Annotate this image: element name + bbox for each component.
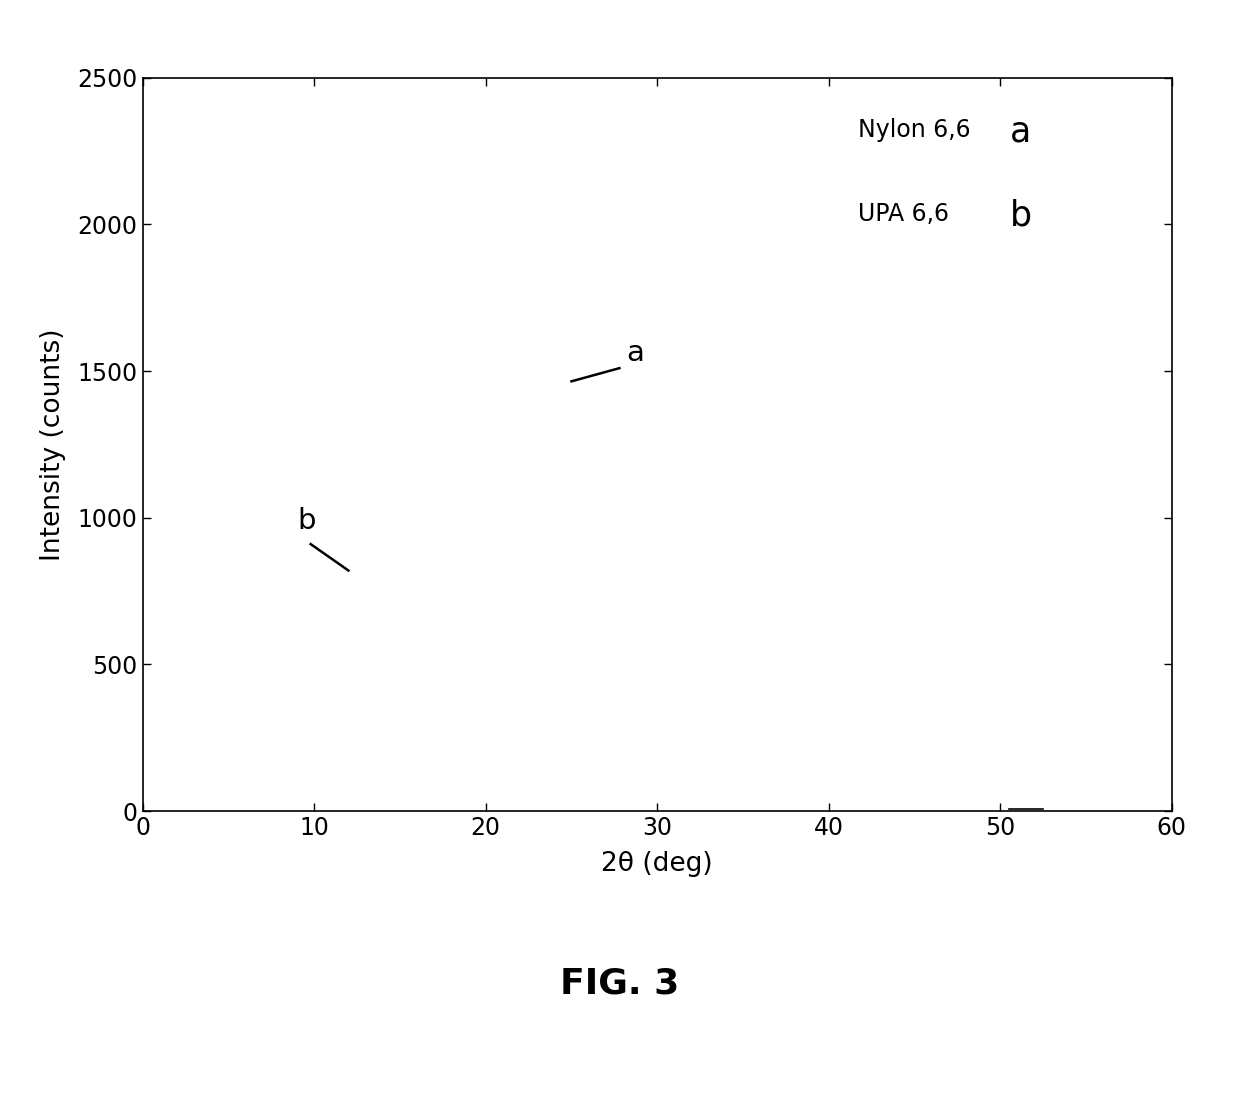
Text: UPA 6,6: UPA 6,6 — [858, 202, 949, 227]
Text: FIG. 3: FIG. 3 — [560, 967, 680, 1000]
Text: b: b — [298, 508, 315, 536]
Text: Nylon 6,6: Nylon 6,6 — [858, 118, 971, 142]
Y-axis label: Intensity (counts): Intensity (counts) — [41, 328, 67, 561]
Text: a: a — [1011, 114, 1032, 149]
Text: a: a — [626, 339, 645, 367]
X-axis label: 2θ (deg): 2θ (deg) — [601, 851, 713, 877]
Text: b: b — [1011, 199, 1033, 233]
